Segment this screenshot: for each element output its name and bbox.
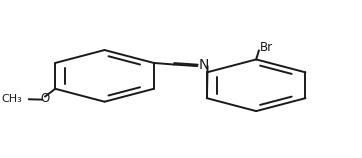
Text: O: O <box>40 92 50 106</box>
Text: CH₃: CH₃ <box>2 94 22 104</box>
Text: Br: Br <box>260 41 273 54</box>
Text: N: N <box>199 58 209 73</box>
